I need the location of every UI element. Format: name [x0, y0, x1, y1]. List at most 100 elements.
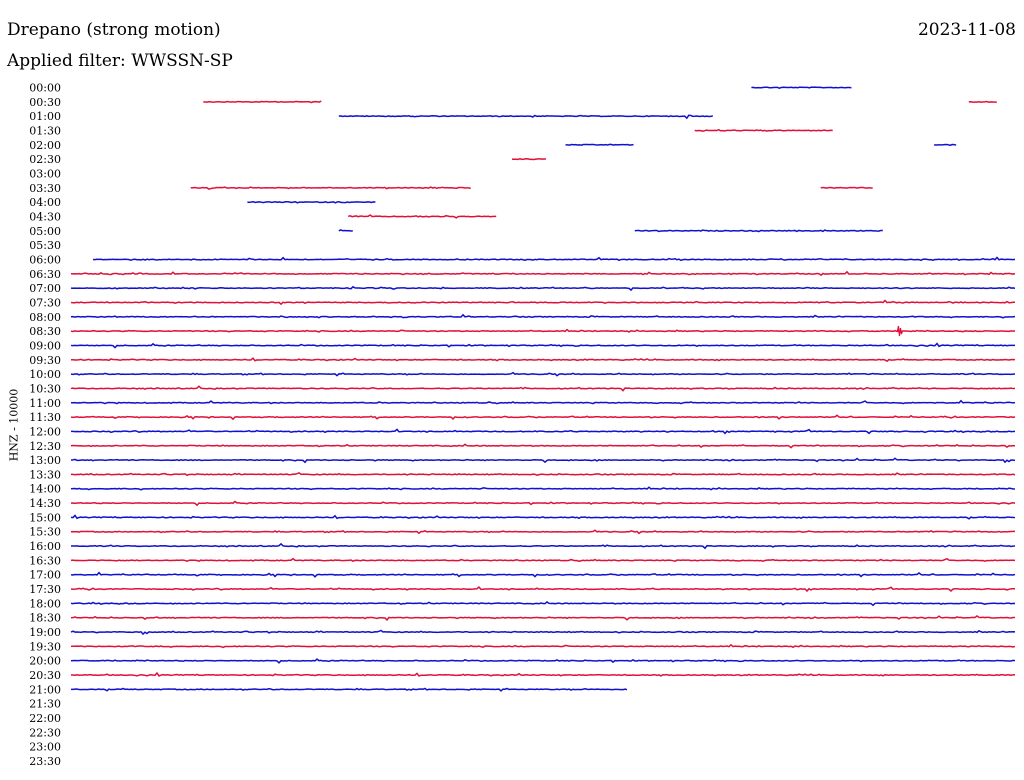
trace-segment: [92, 256, 1016, 262]
row-label: 16:30: [29, 554, 61, 567]
trace-segment: [70, 658, 1016, 664]
row-label: 21:30: [29, 698, 61, 711]
row-label: 08:00: [29, 311, 61, 324]
trace-segment: [70, 500, 1016, 507]
row-label: 00:00: [29, 82, 61, 95]
row-label: 07:30: [29, 296, 61, 309]
row-label: 07:00: [29, 282, 61, 295]
trace-segment: [70, 285, 1016, 292]
trace-segment: [634, 229, 883, 233]
row-label: 13:30: [29, 468, 61, 481]
trace-segment: [70, 529, 1016, 535]
row-label: 21:00: [29, 683, 61, 696]
row-label: 20:30: [29, 669, 61, 682]
trace-segment: [70, 486, 1016, 491]
trace-segment: [694, 128, 833, 133]
row-label: 11:00: [29, 397, 61, 410]
filter-label: Applied filter: WWSSN-SP: [7, 51, 233, 71]
row-label: 03:00: [29, 167, 61, 180]
row-label: 06:30: [29, 268, 61, 281]
trace-segment: [70, 557, 1016, 563]
row-label: 11:30: [29, 411, 61, 424]
row-label: 05:30: [29, 239, 61, 252]
row-label: 16:00: [29, 540, 61, 553]
date-label: 2023-11-08: [917, 20, 1016, 40]
trace-segment: [70, 414, 1016, 421]
trace-segment: [70, 371, 1016, 377]
trace-segment: [70, 385, 1016, 392]
row-label: 17:30: [29, 583, 61, 596]
trace-segment: [820, 186, 873, 189]
trace-segment: [934, 143, 957, 147]
trace-segment: [70, 471, 1016, 477]
row-label: 12:00: [29, 425, 61, 438]
trace-lines: [70, 86, 1016, 692]
trace-segment: [338, 114, 713, 120]
row-label: 15:00: [29, 511, 61, 524]
trace-segment: [70, 428, 1016, 435]
row-label: 22:00: [29, 712, 61, 725]
trace-segment: [565, 143, 634, 146]
row-label: 17:00: [29, 569, 61, 582]
row-label: 05:00: [29, 225, 61, 238]
trace-segment: [347, 214, 497, 219]
chart-title: Drepano (strong motion): [7, 20, 221, 40]
trace-segment: [70, 643, 1016, 649]
trace-segment: [247, 201, 376, 204]
row-label: 14:00: [29, 483, 61, 496]
trace-segment: [70, 328, 1016, 333]
trace-segment: [70, 586, 1016, 593]
row-label: 09:30: [29, 354, 61, 367]
row-label: 08:30: [29, 325, 61, 338]
row-label: 14:30: [29, 497, 61, 510]
trace-segment: [70, 601, 1016, 607]
row-label: 04:30: [29, 210, 61, 223]
row-label: 23:00: [29, 741, 61, 754]
trace-segment: [70, 342, 1016, 349]
row-label: 19:00: [29, 626, 61, 639]
trace-segment: [70, 629, 1016, 636]
row-label: 01:00: [29, 110, 61, 123]
row-label: 18:00: [29, 597, 61, 610]
row-label: 00:30: [29, 96, 61, 109]
trace-segment: [70, 615, 1015, 621]
row-label: 12:30: [29, 440, 61, 453]
row-label: 10:30: [29, 382, 61, 395]
row-label: 19:30: [29, 640, 61, 653]
trace-segment: [751, 86, 852, 89]
trace-segment: [70, 457, 1016, 464]
trace-segment: [203, 100, 322, 104]
trace-segment: [70, 443, 1016, 449]
trace-segment: [338, 229, 353, 232]
trace-segment: [70, 313, 1016, 319]
trace-segment: [511, 158, 547, 161]
row-label: 23:30: [29, 755, 61, 768]
row-label: 09:00: [29, 339, 61, 352]
row-label: 02:30: [29, 153, 61, 166]
row-label: 20:00: [29, 655, 61, 668]
row-label: 01:30: [29, 124, 61, 137]
row-label: 10:00: [29, 368, 61, 381]
trace-segment: [70, 687, 628, 692]
trace-segment: [70, 514, 1016, 520]
trace-segment: [70, 542, 1016, 550]
row-label: 15:30: [29, 526, 61, 539]
row-label: 22:30: [29, 726, 61, 739]
row-label: 13:00: [29, 454, 61, 467]
row-label: 04:00: [29, 196, 61, 209]
row-label: 03:30: [29, 182, 61, 195]
trace-segment: [70, 299, 1016, 306]
event-spike: [896, 325, 904, 337]
trace-segment: [70, 671, 1016, 677]
trace-segment: [70, 399, 1016, 405]
trace-segment: [70, 270, 1016, 277]
row-label: 18:30: [29, 612, 61, 625]
trace-segment: [968, 100, 997, 104]
trace-segment: [70, 571, 1016, 578]
row-label: 06:00: [29, 253, 61, 266]
trace-segment: [190, 186, 471, 190]
row-label: 02:00: [29, 139, 61, 152]
trace-segment: [71, 357, 1016, 363]
